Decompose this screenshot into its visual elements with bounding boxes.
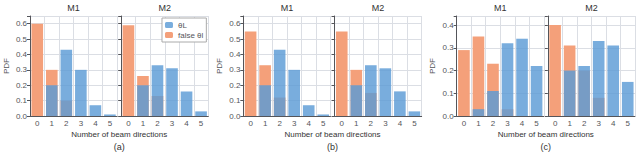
svg-text:0.0: 0.0 [16, 112, 28, 121]
svg-text:4: 4 [184, 119, 189, 128]
svg-text:4: 4 [398, 119, 403, 128]
svg-text:Number of beam directions: Number of beam directions [71, 130, 167, 139]
svg-text:0.6: 0.6 [16, 19, 28, 28]
svg-text:0: 0 [248, 119, 253, 128]
svg-text:0: 0 [553, 119, 558, 128]
svg-text:4: 4 [93, 119, 98, 128]
svg-text:4: 4 [520, 119, 525, 128]
svg-text:5: 5 [626, 119, 631, 128]
svg-text:0.2: 0.2 [443, 66, 455, 75]
svg-text:θL: θL [178, 21, 187, 30]
svg-text:M1: M1 [281, 3, 294, 13]
svg-text:0.1: 0.1 [229, 96, 241, 105]
svg-text:5: 5 [108, 119, 113, 128]
svg-text:1: 1 [354, 119, 359, 128]
svg-text:3: 3 [383, 119, 388, 128]
svg-text:0.3: 0.3 [443, 43, 455, 52]
svg-text:0.1: 0.1 [16, 96, 28, 105]
svg-text:0.2: 0.2 [16, 81, 28, 90]
svg-text:M1: M1 [494, 3, 507, 13]
svg-text:2: 2 [277, 119, 282, 128]
svg-text:M2: M2 [372, 3, 385, 13]
svg-text:M1: M1 [67, 3, 80, 13]
svg-text:(a): (a) [114, 142, 125, 152]
svg-text:0.3: 0.3 [229, 65, 241, 74]
svg-text:0.0: 0.0 [443, 112, 455, 121]
svg-text:1: 1 [50, 119, 55, 128]
svg-text:PDF: PDF [215, 58, 224, 74]
svg-text:0.5: 0.5 [229, 35, 241, 44]
svg-text:false θl: false θl [178, 31, 204, 40]
svg-text:3: 3 [170, 119, 175, 128]
svg-text:3: 3 [505, 119, 510, 128]
svg-text:M2: M2 [585, 3, 598, 13]
svg-text:3: 3 [79, 119, 84, 128]
svg-text:PDF: PDF [428, 58, 437, 74]
svg-text:0: 0 [462, 119, 467, 128]
svg-text:1: 1 [263, 119, 268, 128]
svg-text:0.4: 0.4 [229, 50, 241, 59]
svg-text:1: 1 [567, 119, 572, 128]
svg-text:0.4: 0.4 [443, 21, 455, 30]
svg-text:PDF: PDF [2, 58, 11, 74]
svg-text:4: 4 [306, 119, 311, 128]
svg-text:2: 2 [64, 119, 69, 128]
svg-text:5: 5 [534, 119, 539, 128]
svg-text:3: 3 [596, 119, 601, 128]
svg-text:0.0: 0.0 [229, 112, 241, 121]
svg-text:0.1: 0.1 [443, 89, 455, 98]
svg-text:0.3: 0.3 [16, 65, 28, 74]
svg-text:2: 2 [369, 119, 374, 128]
svg-text:3: 3 [292, 119, 297, 128]
svg-text:M2: M2 [158, 3, 171, 13]
svg-text:2: 2 [491, 119, 496, 128]
svg-text:Number of beam directions: Number of beam directions [284, 130, 380, 139]
svg-text:(b): (b) [327, 142, 338, 152]
svg-text:(c): (c) [541, 142, 552, 152]
svg-text:1: 1 [141, 119, 146, 128]
svg-text:0.4: 0.4 [16, 50, 28, 59]
svg-text:Number of beam directions: Number of beam directions [498, 130, 594, 139]
svg-text:1: 1 [476, 119, 481, 128]
svg-text:5: 5 [199, 119, 204, 128]
svg-text:0.2: 0.2 [229, 81, 241, 90]
svg-text:5: 5 [321, 119, 326, 128]
svg-text:2: 2 [155, 119, 160, 128]
svg-text:0.6: 0.6 [229, 19, 241, 28]
svg-text:0: 0 [35, 119, 40, 128]
svg-text:0: 0 [126, 119, 131, 128]
svg-text:5: 5 [412, 119, 417, 128]
svg-text:0: 0 [340, 119, 345, 128]
svg-text:0.5: 0.5 [16, 35, 28, 44]
svg-text:4: 4 [611, 119, 616, 128]
svg-text:2: 2 [582, 119, 587, 128]
